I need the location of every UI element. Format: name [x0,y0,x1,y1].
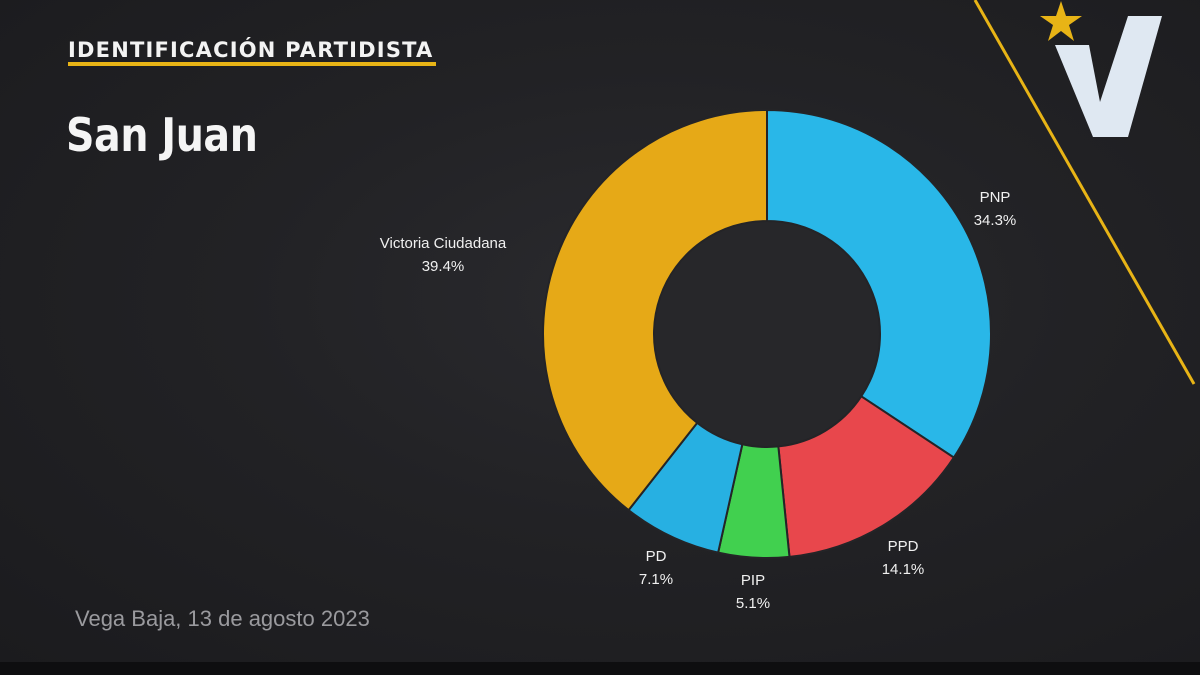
logo-icon [1040,1,1162,137]
section-label: IDENTIFICACIÓN PARTIDISTA [68,38,434,62]
logo-star-icon [1040,1,1082,41]
slice-victoria-ciudadana [542,108,768,512]
slice-value-pip: 5.1% [736,595,770,612]
slice-value-ppd: 14.1% [882,561,925,578]
bottom-bar [0,662,1200,675]
accent-diagonal-line [973,0,1196,385]
slice-value-victoria-ciudadana: 39.4% [422,258,465,275]
logo-v-shape [1055,16,1162,137]
slice-label-pip: PIP [741,572,765,589]
slice-value-pd: 7.1% [639,571,673,588]
slice-value-pnp: 34.3% [974,212,1017,229]
slice-pnp [766,108,992,459]
slice-label-pd: PD [646,548,667,565]
section-label-underline [68,62,436,66]
slice-label-ppd: PPD [888,538,919,555]
donut-hole [655,222,879,446]
slice-label-victoria-ciudadana: Victoria Ciudadana [380,235,507,252]
slice-label-pnp: PNP [980,189,1011,206]
footer-location-date: Vega Baja, 13 de agosto 2023 [75,606,370,631]
page-title: San Juan [66,108,258,162]
